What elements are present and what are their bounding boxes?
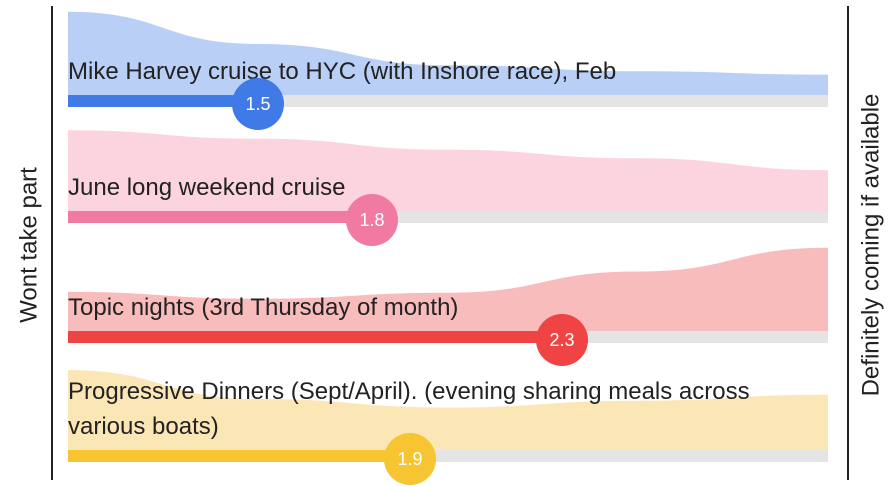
value-label: 1.9 [397, 449, 422, 469]
category-label: Mike Harvey cruise to HYC (with Inshore … [68, 58, 616, 85]
category-label: June long weekend cruise [68, 174, 346, 201]
left-axis-label: Wont take part [15, 167, 42, 323]
value-marker [384, 433, 436, 485]
value-marker [536, 314, 588, 366]
value-label: 1.5 [245, 94, 270, 114]
value-label: 2.3 [549, 330, 574, 350]
bar [68, 331, 562, 343]
distribution-area [68, 11, 828, 96]
distribution-area [68, 130, 828, 211]
value-marker [232, 78, 284, 130]
distribution-area [68, 370, 828, 450]
right-axis-label: Definitely coming if available [857, 94, 884, 397]
bar [68, 450, 410, 462]
distribution-area [68, 247, 828, 331]
category-label: Progressive Dinners (Sept/April). (eveni… [68, 378, 750, 440]
category-label: Topic nights (3rd Thursday of month) [68, 294, 458, 321]
category-label-line: various boats) [68, 413, 219, 440]
category-label-line: Progressive Dinners (Sept/April). (eveni… [68, 378, 750, 405]
bar [68, 95, 258, 107]
value-label: 1.8 [359, 210, 384, 230]
bar [68, 211, 372, 223]
value-marker [346, 194, 398, 246]
